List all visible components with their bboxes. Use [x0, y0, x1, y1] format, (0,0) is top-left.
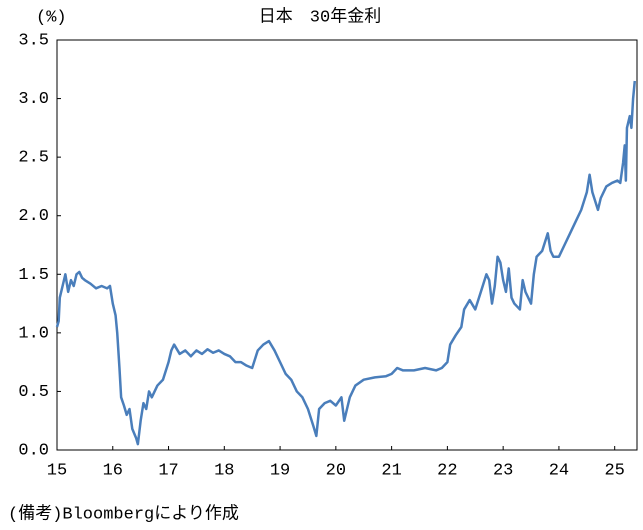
chart-title: 日本 30年金利: [259, 6, 381, 27]
y-tick-label: 3.5: [18, 31, 49, 50]
x-tick-label: 19: [270, 461, 290, 480]
plot-frame: [56, 39, 638, 451]
y-tick-label: 3.0: [18, 90, 49, 109]
y-unit-label: (%): [36, 8, 67, 27]
y-tick-label: 0.0: [18, 441, 49, 460]
y-tick-label: 2.0: [18, 207, 49, 226]
x-tick-label: 25: [604, 461, 624, 480]
x-tick-label: 17: [158, 461, 178, 480]
x-tick-label: 18: [214, 461, 234, 480]
x-tick-label: 23: [493, 461, 513, 480]
x-tick-label: 22: [437, 461, 457, 480]
y-tick-label: 2.5: [18, 149, 49, 168]
x-tick-label: 15: [47, 461, 67, 480]
x-tick-label: 20: [326, 461, 346, 480]
y-tick-label: 1.0: [18, 324, 49, 343]
x-tick-label: 16: [103, 461, 123, 480]
source-note: (備考)Bloombergにより作成: [8, 503, 239, 524]
data-line: [55, 80, 637, 446]
x-tick-label: 24: [549, 461, 569, 480]
x-tick-label: 21: [381, 461, 401, 480]
y-tick-label: 0.5: [18, 383, 49, 402]
y-tick-label: 1.5: [18, 266, 49, 285]
